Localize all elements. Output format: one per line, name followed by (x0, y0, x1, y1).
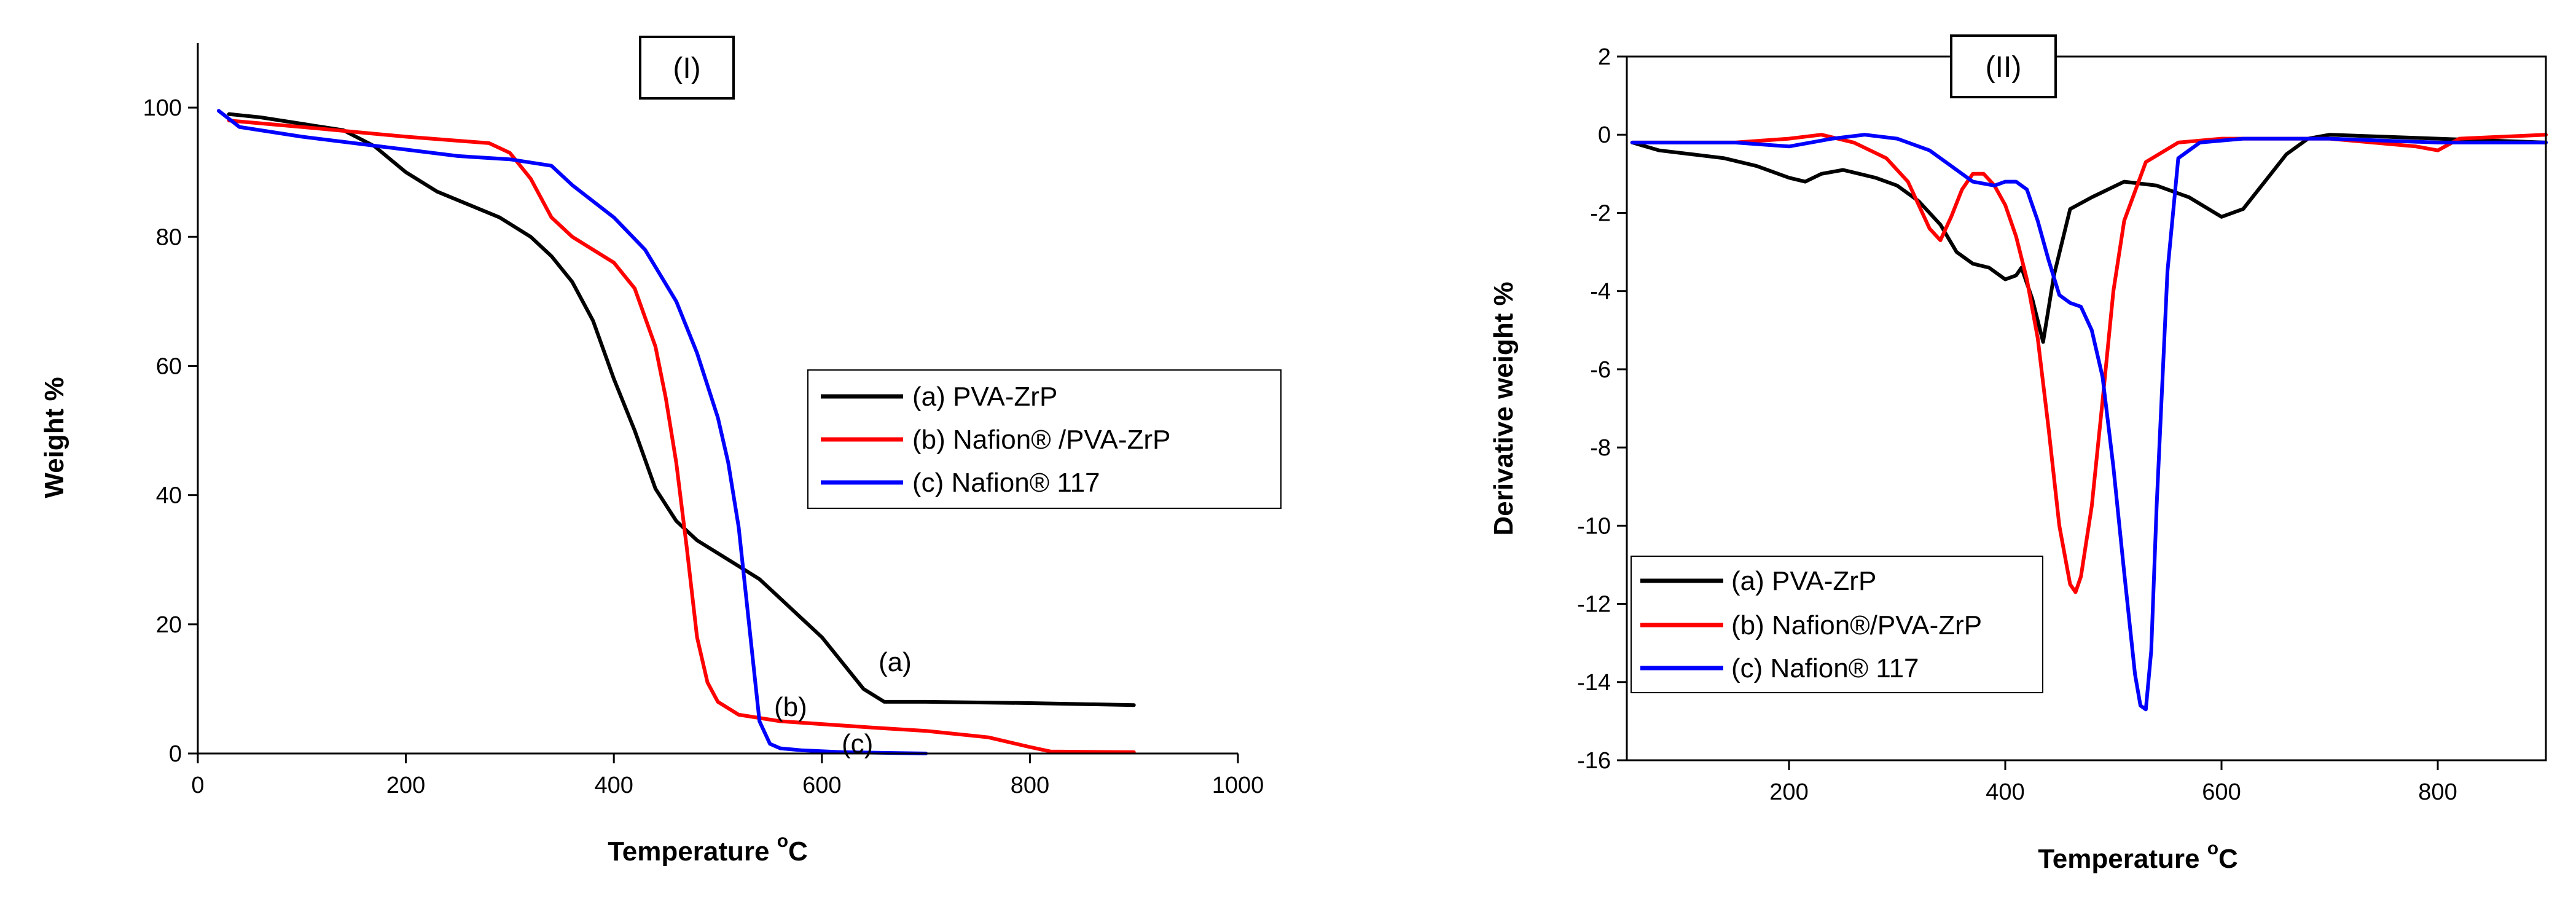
panel-2-legend-label-b: (b) Nafion®/PVA-ZrP (1731, 610, 1982, 640)
panel-2-y-tick-label: -10 (1577, 513, 1611, 539)
panel-1-x-tick-label: 600 (802, 773, 841, 798)
panel-2-label-box (1950, 34, 2057, 98)
panel-2-ticks: 200 400 600 800 2 0 -2 -4 -6 -8 -10 -12 -14 -16 (1577, 44, 2457, 805)
panel-1-annotation-a: (a) (879, 647, 912, 677)
panel-1-x-tick-label: 0 (191, 773, 204, 798)
panel-1-x-axis-title: Temperature oC (608, 831, 808, 867)
panel-1-y-tick-label: 40 (156, 483, 182, 509)
panel-2-x-tick-label: 400 (1986, 779, 2024, 805)
panel-2-y-tick-label: -14 (1577, 670, 1611, 696)
panel-2-series-group (1630, 133, 2548, 712)
panel-1-annotation-c: (c) (842, 729, 873, 759)
panel-1-series-group (216, 109, 1136, 755)
panel-2-y-tick-label: -12 (1577, 592, 1611, 618)
panel-1-label-box (639, 36, 735, 100)
panel-2-legend-label-a: (a) PVA-ZrP (1731, 566, 1876, 596)
panel-1-x-tick-label: 200 (386, 773, 425, 798)
panel-2-y-axis-title: Derivative weight % (1489, 281, 1519, 535)
panel-2-y-tick-label: 0 (1598, 122, 1611, 148)
panel-2-series-a (1630, 133, 2548, 344)
panel-1-x-tick-label: 400 (594, 773, 633, 798)
panel-2-y-tick-label: 2 (1598, 44, 1611, 70)
panel-1-series-a (227, 112, 1136, 707)
panel-1-chart: 0 200 400 600 800 1000 0 20 40 60 80 100 (I) Temper… (39, 36, 1282, 867)
panel-1-series-c (216, 109, 928, 755)
panel-2-y-tick-label: -2 (1590, 200, 1611, 226)
panel-2-y-tick-label: -8 (1590, 435, 1611, 461)
panel-2-x-tick-label: 600 (2202, 779, 2241, 805)
panel-2-x-axis-title: Temperature oC (2038, 838, 2238, 874)
panel-2-legend: (a) PVA-ZrP (b) Nafion®/PVA-ZrP (c) Nafi… (1631, 556, 2043, 693)
panel-1-y-tick-label: 20 (156, 612, 182, 638)
panel-2-x-tick-label: 200 (1769, 779, 1808, 805)
panel-1-annotation-b: (b) (774, 692, 807, 722)
panel-2-x-tick-label: 800 (2418, 779, 2457, 805)
panel-1-series-b (227, 119, 1136, 754)
panel-1-ticks: 0 200 400 600 800 1000 0 20 40 60 80 100 (143, 95, 1264, 798)
panel-2-legend-label-c: (c) Nafion® 117 (1731, 653, 1919, 683)
panel-1-legend: (a) PVA-ZrP (b) Nafion® /PVA-ZrP (c) Naf… (807, 369, 1282, 509)
panel-1-x-tick-label: 800 (1011, 773, 1049, 798)
panel-1-label: (I) (673, 52, 700, 85)
panel-1-y-axis-title: Weight % (39, 377, 69, 498)
panel-2-y-tick-label: -4 (1590, 279, 1611, 305)
panel-2-y-tick-label: -6 (1590, 357, 1611, 383)
panel-2-series-b (1630, 133, 2548, 594)
panel-2-y-tick-label: -16 (1577, 748, 1611, 774)
panel-1-y-tick-label: 100 (143, 95, 182, 121)
panel-2-series-c (1630, 133, 2548, 712)
panel-1-y-tick-label: 0 (169, 741, 182, 767)
panel-1-legend-label-b: (b) Nafion® /PVA-ZrP (912, 425, 1170, 455)
panel-1-legend-label-a: (a) PVA-ZrP (912, 382, 1057, 412)
panel-1-y-tick-label: 80 (156, 224, 182, 250)
panel-1-x-tick-label: 1000 (1212, 773, 1264, 798)
panel-1-y-tick-label: 60 (156, 353, 182, 379)
panel-2-plot-frame (1626, 55, 2547, 761)
panel-1-legend-label-c: (c) Nafion® 117 (912, 468, 1100, 498)
panel-2-label: (II) (1986, 51, 2022, 84)
